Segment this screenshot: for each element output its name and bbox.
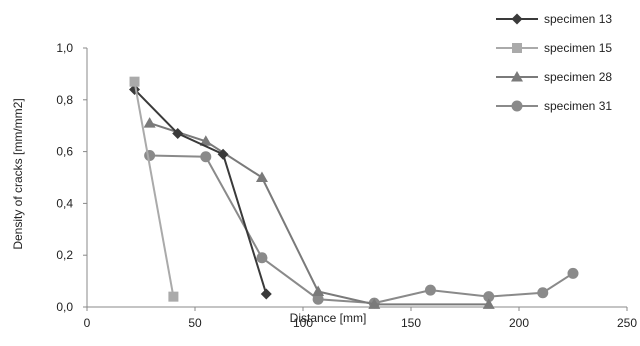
- legend-label: specimen 13: [544, 12, 612, 26]
- y-axis-title: Density of cracks [mm/mm2]: [11, 98, 25, 249]
- y-tick-label: 0,0: [56, 300, 73, 314]
- y-tick-label: 0,6: [56, 145, 73, 159]
- legend-marker: [511, 71, 523, 82]
- y-tick-label: 0,2: [56, 248, 73, 262]
- data-point: [172, 127, 184, 139]
- x-tick-label: 100: [293, 316, 313, 330]
- data-point: [143, 117, 156, 128]
- y-tick-label: 0,4: [56, 196, 73, 210]
- axes-layer: 0 50 100 150 200 250 0,0 0,2 0,4 0,6 0,8 1,0: [56, 41, 637, 330]
- data-point: [483, 291, 495, 303]
- x-tick-label: 150: [401, 316, 421, 330]
- data-point: [129, 76, 140, 87]
- series-line: [133, 81, 175, 297]
- legend-item-specimen-31: specimen 31: [496, 99, 612, 113]
- data-point: [424, 284, 436, 296]
- data-point: [312, 285, 325, 296]
- data-point: [199, 135, 212, 146]
- series-layer: [129, 76, 579, 309]
- data-point: [168, 291, 179, 302]
- y-tick-label: 0,8: [56, 93, 73, 107]
- legend-item-specimen-13: specimen 13: [496, 12, 612, 26]
- data-point: [200, 151, 212, 163]
- legend-marker: [512, 43, 522, 53]
- series-specimen-15: [129, 76, 179, 302]
- series-line: [149, 122, 489, 306]
- legend-label: specimen 15: [544, 41, 612, 55]
- data-point: [255, 171, 268, 182]
- legend-label: specimen 31: [544, 99, 612, 113]
- x-tick-label: 0: [84, 316, 91, 330]
- series-line: [149, 154, 574, 305]
- series-specimen-28: [143, 117, 495, 309]
- legend-marker: [511, 13, 523, 25]
- data-point: [312, 293, 324, 305]
- legend-item-specimen-28: specimen 28: [496, 70, 612, 84]
- legend-label: specimen 28: [544, 70, 612, 84]
- legend: specimen 13 specimen 15 specimen 28 specime…: [496, 12, 612, 113]
- x-tick-label: 200: [509, 316, 529, 330]
- x-tick-label: 50: [188, 316, 202, 330]
- series-line: [133, 88, 268, 295]
- x-tick-label: 250: [617, 316, 637, 330]
- data-point: [144, 149, 156, 161]
- series-specimen-31: [144, 149, 579, 309]
- data-point: [537, 287, 549, 299]
- legend-item-specimen-15: specimen 15: [496, 41, 612, 55]
- data-point: [567, 267, 579, 279]
- y-tick-label: 1,0: [56, 41, 73, 55]
- series-specimen-13: [129, 83, 272, 300]
- data-point: [256, 252, 268, 264]
- x-axis-title: Distance [mm]: [290, 311, 367, 325]
- data-point: [368, 298, 381, 309]
- data-point: [260, 288, 272, 300]
- data-point: [482, 298, 495, 309]
- data-point: [217, 148, 229, 160]
- legend-marker: [511, 100, 523, 112]
